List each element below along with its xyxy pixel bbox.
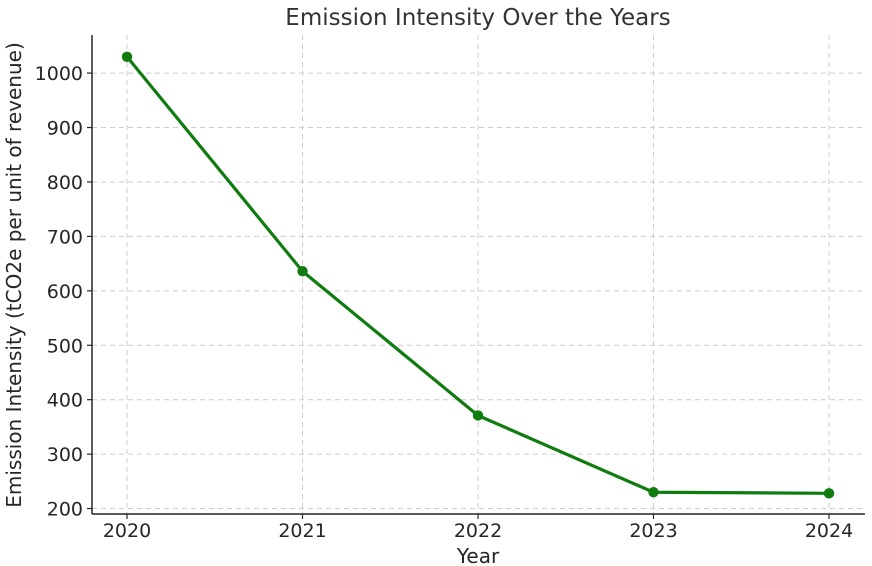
y-tick-label: 600 <box>47 281 83 303</box>
y-tick-label: 300 <box>47 444 83 466</box>
y-axis-label: Emission Intensity (tCO2e per unit of re… <box>2 42 26 508</box>
x-tick-label: 2022 <box>454 520 502 542</box>
x-tick-label: 2024 <box>805 520 853 542</box>
y-tick-label: 700 <box>47 226 83 248</box>
x-tick-label: 2021 <box>278 520 326 542</box>
y-tick-label: 200 <box>47 499 83 521</box>
data-point-marker <box>121 51 133 62</box>
y-tick-label: 400 <box>47 390 83 412</box>
data-point-marker <box>297 266 308 277</box>
y-tick-label: 800 <box>47 172 83 194</box>
data-point-marker <box>823 488 835 499</box>
x-tick-label: 2023 <box>629 520 677 542</box>
chart-title: Emission Intensity Over the Years <box>285 5 670 31</box>
y-tick-label: 1000 <box>35 63 83 85</box>
data-point-marker <box>648 487 659 498</box>
x-tick-label: 2020 <box>103 520 151 542</box>
grid-layer <box>92 35 865 514</box>
axes-layer: 200 300 400 500 600 700 800 900 1000 2020 2021 2022… <box>35 35 865 542</box>
data-point-marker <box>472 410 484 421</box>
series-layer <box>121 51 835 499</box>
y-tick-label: 900 <box>47 118 83 140</box>
y-tick-label: 500 <box>47 335 83 357</box>
series-line <box>125 55 830 495</box>
x-axis-label: Year <box>456 544 500 566</box>
